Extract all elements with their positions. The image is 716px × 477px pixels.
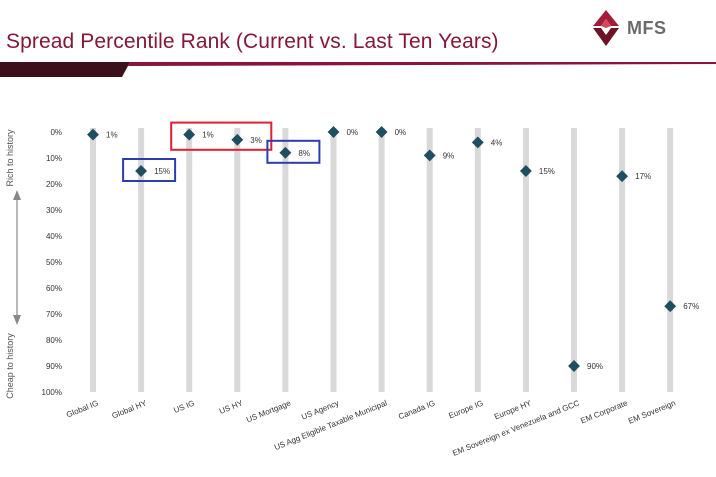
data-point-marker	[616, 170, 629, 183]
y-tick-label: 0%	[50, 128, 62, 137]
cheap-to-history-label: Cheap to history	[5, 333, 15, 399]
y-tick-label: 30%	[46, 206, 62, 215]
category-label: EM Sovereign	[627, 399, 677, 426]
category-bar	[474, 128, 481, 392]
side-labels: Rich to history Cheap to history	[5, 129, 21, 399]
data-point-marker	[664, 300, 677, 313]
y-axis-ticks: 0% 10% 20% 30% 40% 50% 60% 70% 80% 90% 100%	[42, 128, 62, 397]
blue-highlight-box	[122, 158, 177, 182]
down-arrow-icon	[13, 315, 21, 325]
data-point-marker	[519, 165, 532, 177]
slide-title: Spread Percentile Rank (Current vs. Last…	[6, 30, 499, 53]
data-value-label: 15%	[154, 167, 170, 176]
category-bar	[522, 128, 529, 392]
up-arrow-icon	[13, 190, 21, 200]
y-tick-label: 60%	[46, 284, 62, 293]
data-value-label: 9%	[443, 151, 455, 160]
category-bar	[234, 128, 241, 392]
category-bar	[90, 128, 96, 392]
category-bar	[619, 128, 626, 392]
data-point-marker	[423, 149, 436, 162]
data-point-marker	[327, 126, 340, 138]
data-value-label: 3%	[250, 136, 262, 145]
category-label: Global IG	[65, 399, 100, 420]
category-bar	[138, 128, 145, 392]
category-label: Canada IG	[397, 399, 436, 422]
category-label: US Mortgage	[245, 398, 293, 424]
data-value-label: 90%	[587, 362, 603, 371]
data-points: 1% 15% 1% 3% 8% 0% 0% 9% 4% 15% 90% 17% 67%	[87, 126, 699, 372]
category-label: EM Corporate	[579, 398, 629, 425]
category-bar	[571, 128, 577, 392]
y-tick-label: 90%	[46, 362, 62, 371]
title-underline-band	[0, 62, 716, 77]
mfs-logo-mark-icon	[593, 10, 619, 46]
category-bar	[282, 128, 289, 392]
blue-highlight-box	[266, 139, 321, 164]
data-value-label: 67%	[683, 302, 699, 311]
category-labels: Global IG Global HY US IG US HY US Mortgage U…	[65, 398, 677, 458]
band-red	[122, 62, 716, 77]
red-highlight-box	[170, 121, 273, 151]
data-point-marker	[375, 126, 388, 138]
data-point-marker	[183, 128, 196, 141]
category-label: Europe IG	[447, 399, 484, 421]
category-bar	[330, 128, 337, 392]
band-dark	[0, 62, 130, 77]
category-bars	[90, 128, 674, 392]
category-bar	[426, 128, 433, 392]
data-value-label: 0%	[347, 128, 359, 137]
y-tick-label: 70%	[46, 310, 62, 319]
data-point-marker	[231, 133, 244, 146]
data-point-marker	[471, 136, 484, 149]
mfs-logo: MFS	[587, 6, 707, 50]
data-value-label: 4%	[491, 138, 503, 147]
category-bar	[186, 128, 193, 392]
data-point-marker	[568, 360, 580, 372]
y-tick-label: 50%	[46, 258, 62, 267]
data-value-label: 8%	[298, 149, 310, 158]
data-value-label: 1%	[202, 131, 214, 140]
category-bar	[667, 128, 674, 392]
data-point-marker	[279, 146, 292, 159]
data-value-label: 17%	[635, 172, 651, 181]
category-label: Global HY	[111, 398, 149, 420]
data-point-marker	[87, 128, 99, 141]
y-tick-label: 100%	[42, 388, 62, 397]
data-point-marker	[135, 165, 148, 177]
y-tick-label: 10%	[46, 154, 62, 163]
data-value-label: 1%	[106, 131, 118, 140]
category-label: US HY	[218, 398, 245, 416]
highlight-boxes	[122, 121, 321, 182]
category-label: US IG	[172, 399, 196, 416]
category-bar	[378, 128, 385, 392]
y-tick-label: 20%	[46, 180, 62, 189]
data-value-label: 0%	[395, 128, 407, 137]
data-value-label: 15%	[539, 167, 555, 176]
y-tick-label: 40%	[46, 232, 62, 241]
logo-wordmark: MFS	[627, 18, 667, 38]
y-tick-label: 80%	[46, 336, 62, 345]
rich-to-history-label: Rich to history	[5, 129, 15, 187]
